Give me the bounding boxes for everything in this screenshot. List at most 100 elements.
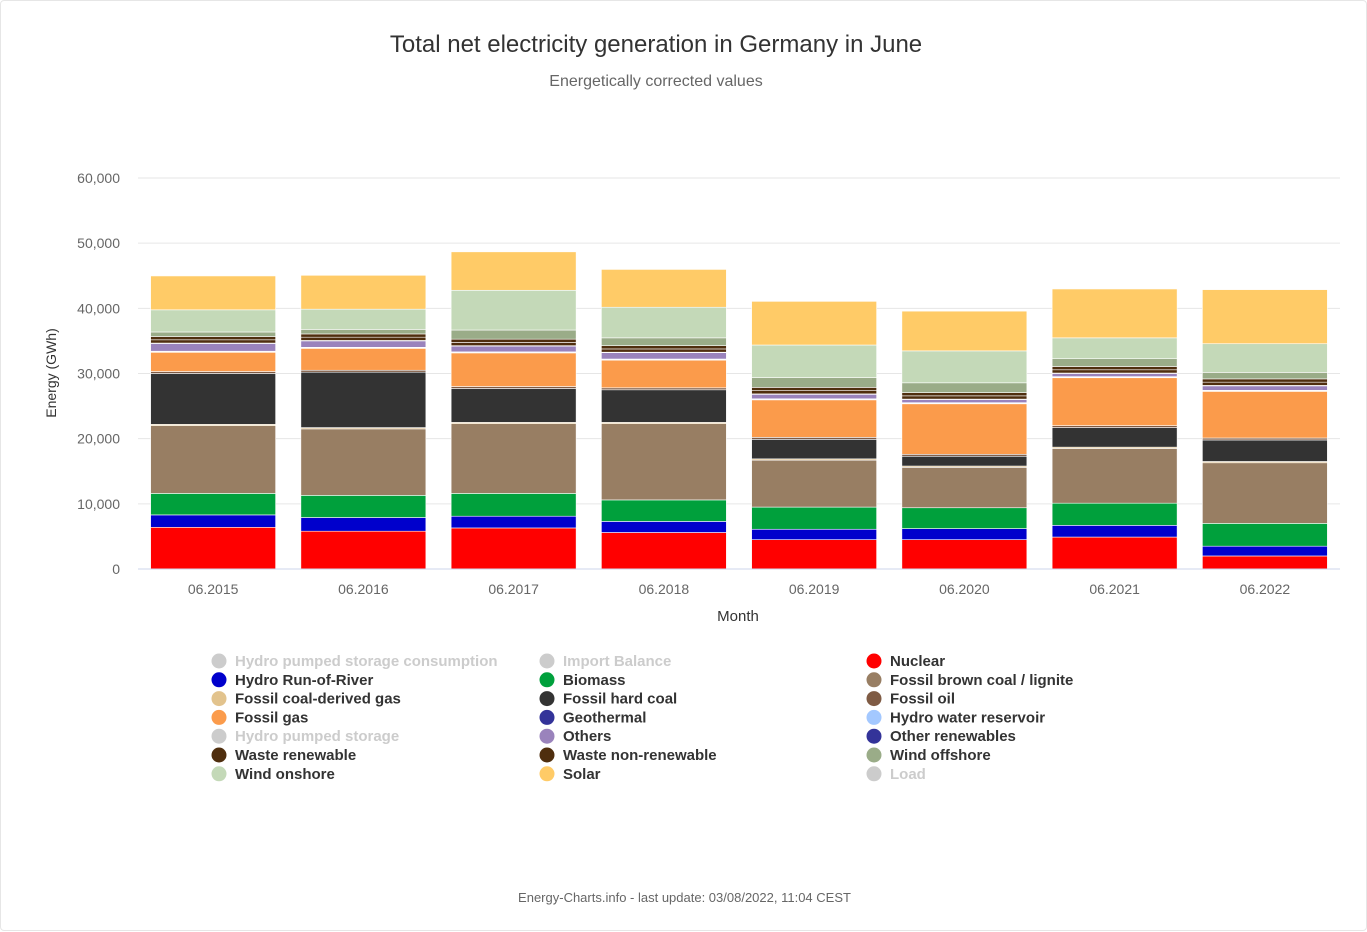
bar-segment[interactable]	[601, 499, 727, 522]
bar-segment[interactable]	[901, 350, 1028, 384]
bar-segment[interactable]	[1051, 525, 1178, 538]
bar-segment[interactable]	[601, 359, 727, 389]
bar-segment[interactable]	[150, 309, 276, 333]
bar-segment[interactable]	[450, 423, 577, 494]
bar-segment[interactable]	[751, 506, 877, 530]
bar-segment[interactable]	[1202, 555, 1328, 570]
bar-segment[interactable]	[601, 521, 727, 533]
bar-segment[interactable]	[300, 517, 427, 532]
bar-stack-06.2017[interactable]	[450, 251, 577, 570]
bar-segment[interactable]	[1202, 289, 1328, 345]
bar-segment[interactable]	[1202, 545, 1328, 557]
legend-item[interactable]: Fossil oil	[866, 691, 956, 708]
bar-segment[interactable]	[450, 342, 577, 346]
bar-stack-06.2022[interactable]	[1202, 289, 1328, 570]
bar-segment[interactable]	[450, 352, 577, 387]
bar-segment[interactable]	[150, 351, 276, 372]
bar-segment[interactable]	[601, 532, 727, 570]
bar-segment[interactable]	[901, 467, 1028, 509]
bar-segment[interactable]	[901, 310, 1028, 352]
bar-segment[interactable]	[150, 343, 276, 352]
legend-item[interactable]: Fossil coal-derived gas	[211, 691, 401, 708]
legend-item[interactable]: Fossil gas	[211, 709, 309, 726]
bar-segment[interactable]	[1202, 523, 1328, 547]
bar-segment[interactable]	[300, 340, 427, 348]
bar-segment[interactable]	[450, 493, 577, 517]
bar-segment[interactable]	[300, 336, 427, 341]
legend-item[interactable]: Waste non-renewable	[539, 747, 717, 764]
bar-segment[interactable]	[1202, 385, 1328, 391]
bar-segment[interactable]	[1051, 373, 1178, 377]
bar-segment[interactable]	[901, 403, 1028, 455]
bar-segment[interactable]	[150, 275, 276, 311]
bar-segment[interactable]	[751, 301, 877, 346]
bar-segment[interactable]	[601, 352, 727, 360]
bar-segment[interactable]	[601, 337, 727, 346]
bar-segment[interactable]	[1051, 337, 1178, 360]
legend-item[interactable]: Fossil hard coal	[539, 691, 678, 708]
bar-segment[interactable]	[450, 515, 577, 529]
bar-segment[interactable]	[601, 306, 727, 339]
legend-item[interactable]: Geothermal	[539, 709, 647, 726]
legend-item[interactable]: Hydro Run-of-River	[211, 672, 374, 689]
bar-segment[interactable]	[300, 333, 427, 338]
legend-item[interactable]: Fossil brown coal / lignite	[866, 672, 1074, 689]
bar-segment[interactable]	[150, 373, 276, 425]
bar-segment[interactable]	[1202, 378, 1328, 383]
bar-segment[interactable]	[751, 459, 877, 508]
bar-segment[interactable]	[1051, 369, 1178, 374]
bar-segment[interactable]	[450, 289, 577, 331]
bar-segment[interactable]	[450, 329, 577, 340]
bar-segment[interactable]	[300, 495, 427, 518]
bar-segment[interactable]	[901, 539, 1028, 570]
bar-segment[interactable]	[901, 382, 1028, 393]
legend-item[interactable]: Wind offshore	[866, 747, 991, 764]
bar-segment[interactable]	[1051, 502, 1178, 526]
bar-segment[interactable]	[601, 269, 727, 308]
bar-segment[interactable]	[150, 425, 276, 494]
bar-segment[interactable]	[450, 338, 577, 343]
legend-item[interactable]: Other renewables	[866, 728, 1016, 745]
bar-segment[interactable]	[300, 530, 427, 570]
bar-segment[interactable]	[901, 507, 1028, 529]
bar-segment[interactable]	[601, 348, 727, 353]
bar-segment[interactable]	[601, 423, 727, 501]
bar-segment[interactable]	[300, 428, 427, 496]
bar-segment[interactable]	[1051, 536, 1178, 570]
legend-item[interactable]: Hydro pumped storage	[211, 728, 400, 745]
bar-segment[interactable]	[1051, 427, 1178, 448]
bar-stack-06.2015[interactable]	[150, 275, 276, 570]
bar-segment[interactable]	[751, 344, 877, 378]
bar-segment[interactable]	[1202, 439, 1328, 462]
bar-segment[interactable]	[1202, 462, 1328, 524]
bar-stack-06.2016[interactable]	[300, 274, 427, 570]
bar-segment[interactable]	[1051, 377, 1178, 426]
bar-segment[interactable]	[1202, 343, 1328, 373]
bar-segment[interactable]	[150, 526, 276, 570]
bar-segment[interactable]	[751, 539, 877, 570]
bar-segment[interactable]	[1051, 366, 1178, 371]
bar-segment[interactable]	[1051, 448, 1178, 504]
legend-item[interactable]: Nuclear	[866, 653, 946, 670]
legend-item[interactable]: Wind onshore	[211, 766, 335, 783]
bar-segment[interactable]	[751, 393, 877, 400]
bar-segment[interactable]	[150, 493, 276, 516]
bar-segment[interactable]	[450, 251, 577, 291]
bar-segment[interactable]	[751, 390, 877, 395]
bar-segment[interactable]	[1051, 358, 1178, 367]
bar-segment[interactable]	[601, 345, 727, 350]
bar-segment[interactable]	[150, 336, 276, 341]
bar-stack-06.2021[interactable]	[1051, 288, 1178, 570]
legend-item[interactable]: Solar	[539, 766, 601, 783]
legend-item[interactable]: Biomass	[539, 672, 626, 689]
bar-segment[interactable]	[1202, 372, 1328, 380]
legend-item[interactable]: Waste renewable	[211, 747, 357, 764]
bar-segment[interactable]	[450, 527, 577, 570]
bar-segment[interactable]	[901, 455, 1028, 467]
bar-segment[interactable]	[300, 347, 427, 371]
bar-segment[interactable]	[450, 388, 577, 423]
bar-segment[interactable]	[1202, 381, 1328, 386]
bar-segment[interactable]	[901, 395, 1028, 400]
legend-item[interactable]: Load	[866, 766, 926, 783]
bar-segment[interactable]	[150, 331, 276, 337]
